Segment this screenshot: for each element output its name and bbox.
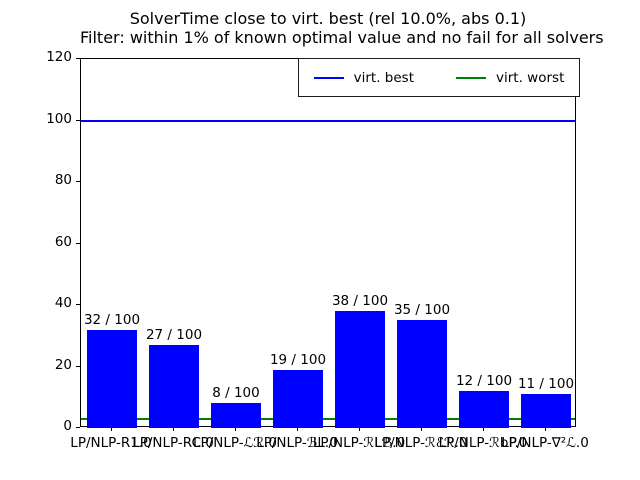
hline-virt-best bbox=[81, 119, 575, 122]
y-tick-mark bbox=[76, 304, 80, 305]
x-tick-mark bbox=[545, 427, 546, 431]
bar-value-label: 27 / 100 bbox=[145, 326, 203, 343]
bar bbox=[521, 394, 571, 428]
bar-value-label: 19 / 100 bbox=[269, 351, 327, 368]
x-tick-label: LP/NLP-ℒℛ.0 bbox=[193, 435, 277, 451]
bar-value-label: 35 / 100 bbox=[393, 302, 451, 319]
y-tick-mark bbox=[76, 427, 80, 428]
x-tick-mark bbox=[359, 427, 360, 431]
bar bbox=[149, 344, 199, 428]
bar-value-label: 32 / 100 bbox=[83, 311, 141, 328]
bar bbox=[335, 311, 385, 428]
x-tick-label: LP/NLP-ℛLℬ.0 bbox=[312, 435, 406, 451]
virt-worst-line-sample bbox=[456, 76, 487, 79]
plot-area: 32 / 100 27 / 100 8 / 100 19 / 100 38 / 100 3… bbox=[80, 58, 576, 428]
y-tick-mark bbox=[76, 181, 80, 182]
x-tick-label: LP/NLP-ℛbP.0 bbox=[438, 435, 528, 451]
bar bbox=[273, 369, 323, 428]
legend-entry-virt-worst: virt. worst bbox=[456, 70, 564, 86]
x-tick-mark bbox=[483, 427, 484, 431]
bar bbox=[459, 391, 509, 428]
x-tick-mark bbox=[173, 427, 174, 431]
y-tick-label: 80 bbox=[54, 172, 72, 188]
bar bbox=[87, 329, 137, 428]
bar-value-label: 38 / 100 bbox=[331, 293, 389, 310]
y-tick-mark bbox=[76, 119, 80, 121]
chart-subtitle: Filter: within 1% of known optimal value… bbox=[80, 28, 604, 47]
x-tick-mark bbox=[421, 427, 422, 431]
x-tick-mark bbox=[297, 427, 298, 431]
legend-entry-virt-best: virt. best bbox=[313, 69, 415, 86]
bar-value-label: 12 / 100 bbox=[455, 373, 513, 390]
y-tick-mark bbox=[76, 58, 80, 59]
y-tick-label: 120 bbox=[46, 49, 72, 65]
chart-title: SolverTime close to virt. best (rel 10.0… bbox=[129, 9, 527, 28]
x-tick-mark bbox=[235, 427, 236, 431]
bar-value-label: 8 / 100 bbox=[212, 385, 260, 402]
x-tick-label: LP/NLP-RC.0 bbox=[132, 435, 214, 451]
bar-value-label: 11 / 100 bbox=[517, 376, 575, 393]
x-tick-mark bbox=[111, 427, 112, 431]
y-tick-mark bbox=[76, 365, 80, 367]
x-tick-label: LP/NLP-ℛℰℛ.0 bbox=[374, 435, 468, 451]
y-tick-label: 40 bbox=[54, 295, 72, 311]
legend: virt. best virt. worst bbox=[298, 58, 580, 97]
bar bbox=[397, 320, 447, 428]
x-tick-label: LP/NLP-∇²ℒ.0 bbox=[501, 435, 589, 451]
legend-label-virt-best: virt. best bbox=[353, 69, 415, 86]
virt-best-line-sample bbox=[313, 76, 344, 79]
legend-label-virt-worst: virt. worst bbox=[496, 69, 565, 86]
y-tick-mark bbox=[76, 242, 80, 244]
y-tick-label: 0 bbox=[63, 418, 72, 434]
bar bbox=[211, 403, 261, 428]
x-tick-label: LP/NLP-ℬL.0 bbox=[256, 435, 338, 451]
x-tick-label: LP/NLP-R1.0 bbox=[70, 435, 152, 451]
y-tick-label: 20 bbox=[54, 356, 72, 373]
hline-virt-worst bbox=[81, 417, 575, 420]
y-tick-label: 100 bbox=[46, 110, 72, 127]
y-tick-label: 60 bbox=[54, 233, 72, 250]
